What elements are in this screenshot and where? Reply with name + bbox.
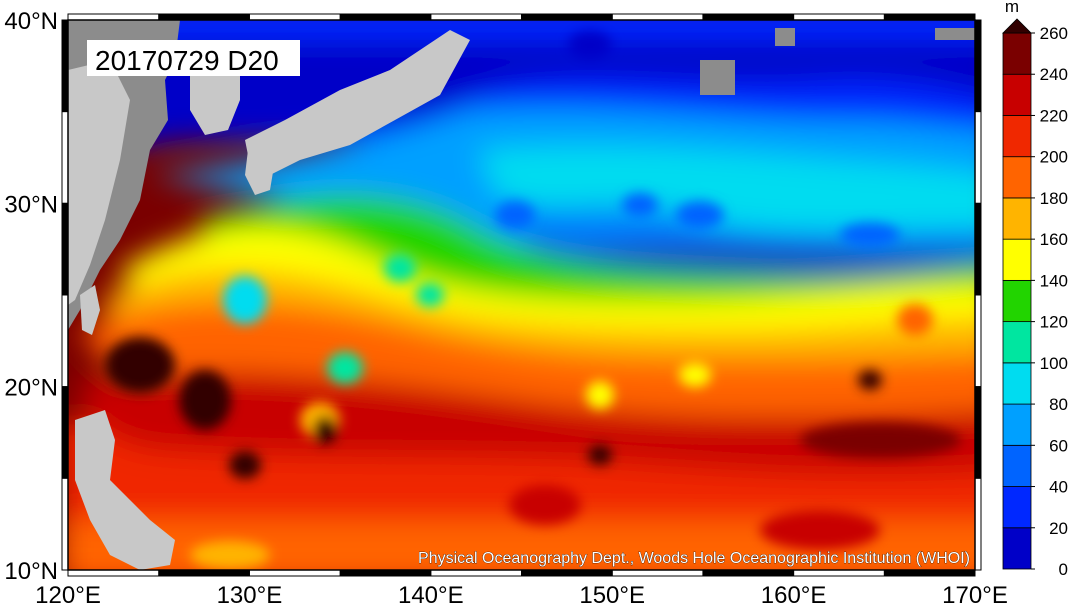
land-japan <box>245 30 470 175</box>
colorbar-tick-label: 60 <box>1049 436 1068 455</box>
land-kyushu <box>245 150 275 195</box>
latitude-axis: 40°N 30°N 20°N 10°N <box>4 8 58 585</box>
lat-tick-label: 20°N <box>4 375 58 402</box>
lat-tick-label: 30°N <box>4 191 58 218</box>
colorbar-tick-label: 120 <box>1040 313 1068 332</box>
land-gap-patch-2 <box>775 28 795 46</box>
colorbar-swatch <box>1002 527 1032 570</box>
colorbar-tick-label: 80 <box>1049 395 1068 414</box>
colorbar-tick-label: 180 <box>1040 189 1068 208</box>
date-label: 20170729 D20 <box>95 45 279 76</box>
date-label-box: 20170729 D20 <box>87 40 300 76</box>
land-china-coast <box>68 60 130 305</box>
colorbar-tick-label: 0 <box>1059 560 1068 579</box>
colorbar-swatch <box>1002 115 1032 158</box>
map-panel: 20170729 D20 Physical Oceanography Dept.… <box>68 20 975 570</box>
colorbar-swatch <box>1002 73 1032 116</box>
colorbar-tick-label: 100 <box>1040 354 1068 373</box>
colorbar-tick-label: 140 <box>1040 271 1068 290</box>
colorbar-tick-label: 260 <box>1040 24 1068 43</box>
map-frame <box>61 13 982 577</box>
colorbar-swatch <box>1002 362 1032 405</box>
colorbar-swatch <box>1002 279 1032 323</box>
lon-tick-label: 170°E <box>942 582 1008 606</box>
lon-tick-label: 120°E <box>35 582 101 606</box>
colorbar-tick-label: 220 <box>1040 106 1068 125</box>
lat-tick-label: 10°N <box>4 558 58 585</box>
lat-tick-label: 40°N <box>4 8 58 35</box>
land-philippines <box>75 410 175 570</box>
colorbar-tick-label: 160 <box>1040 230 1068 249</box>
colorbar-swatch <box>1002 197 1032 240</box>
lon-tick-label: 160°E <box>761 582 827 606</box>
colorbar-tick-label: 240 <box>1040 65 1068 84</box>
lon-tick-label: 140°E <box>398 582 464 606</box>
lon-tick-label: 150°E <box>579 582 645 606</box>
land-taiwan <box>80 285 100 335</box>
colorbar-swatch <box>1002 403 1032 446</box>
colorbar-unit: m <box>1005 0 1019 16</box>
colorbar-tick-label: 200 <box>1040 148 1068 167</box>
eddies <box>105 31 960 569</box>
colorbar-tick-label: 20 <box>1049 519 1068 538</box>
colorbar-swatch <box>1002 321 1032 364</box>
colorbar-swatch <box>1002 444 1032 487</box>
colorbar-swatch <box>1002 486 1032 529</box>
lon-tick-label: 130°E <box>217 582 283 606</box>
longitude-axis: 120°E 130°E 140°E 150°E 160°E 170°E <box>35 582 1008 606</box>
land-gap-patch-3 <box>935 28 975 40</box>
colorbar-over-arrow <box>1002 18 1032 34</box>
colorbar-swatch <box>1002 238 1032 281</box>
colorbar-swatch <box>1002 32 1032 75</box>
credit-text: Physical Oceanography Dept., Woods Hole … <box>418 550 970 567</box>
colorbar-tick-label: 40 <box>1049 478 1068 497</box>
landmasses <box>68 20 975 570</box>
colorbar: m 0 20 40 60 80 100 120 140 160 180 200 220 240 260 <box>1002 0 1068 579</box>
land-gap-patch <box>700 60 735 95</box>
colorbar-swatch <box>1002 156 1032 199</box>
